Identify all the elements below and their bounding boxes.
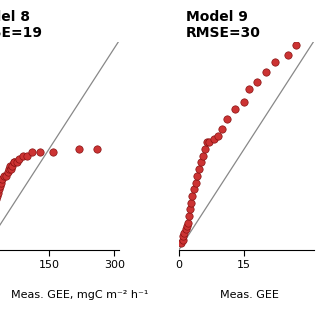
Point <box>196 166 201 172</box>
Point <box>183 227 188 232</box>
Point <box>0 183 3 188</box>
Point <box>233 106 238 111</box>
Point <box>198 160 203 165</box>
Point <box>182 230 187 236</box>
Point <box>0 177 5 182</box>
Point <box>20 153 26 158</box>
Point <box>5 170 11 175</box>
Point <box>1 173 6 178</box>
Point <box>246 86 251 91</box>
Point <box>8 166 13 172</box>
Point <box>181 234 186 239</box>
Point <box>285 52 290 58</box>
Point <box>29 150 34 155</box>
Point <box>207 140 212 145</box>
Text: Model 9
RMSE=30: Model 9 RMSE=30 <box>186 10 261 40</box>
Point <box>11 160 16 165</box>
Point <box>10 163 15 168</box>
Text: Model 8
RMSE=19: Model 8 RMSE=19 <box>0 10 43 40</box>
Point <box>180 237 185 242</box>
Point <box>3 173 8 178</box>
Point <box>192 187 197 192</box>
Point <box>194 180 199 185</box>
Point <box>179 240 184 245</box>
Point <box>189 193 195 198</box>
Point <box>0 187 2 192</box>
Point <box>77 146 82 151</box>
Point <box>216 133 221 138</box>
Point <box>12 160 17 165</box>
Point <box>203 146 208 151</box>
Text: Meas. GEE, mgC m⁻² h⁻¹: Meas. GEE, mgC m⁻² h⁻¹ <box>11 290 149 300</box>
Point <box>14 160 19 165</box>
Point <box>242 100 247 105</box>
Point <box>224 116 229 121</box>
Point <box>200 153 205 158</box>
Point <box>184 224 189 229</box>
Text: Meas. GEE: Meas. GEE <box>220 290 279 300</box>
Point <box>220 126 225 132</box>
Point <box>94 146 100 151</box>
Point <box>205 140 210 145</box>
Point <box>16 156 21 162</box>
Point <box>7 166 12 172</box>
Point <box>0 180 4 185</box>
Point <box>7 163 12 168</box>
Point <box>211 136 216 141</box>
Point <box>195 173 200 178</box>
Point <box>255 79 260 84</box>
Point <box>186 213 191 219</box>
Point <box>25 153 30 158</box>
Point <box>189 200 194 205</box>
Point <box>51 150 56 155</box>
Point <box>185 220 190 225</box>
Point <box>263 69 268 74</box>
Point <box>294 42 299 47</box>
Point <box>38 150 43 155</box>
Point <box>272 59 277 64</box>
Point <box>187 207 192 212</box>
